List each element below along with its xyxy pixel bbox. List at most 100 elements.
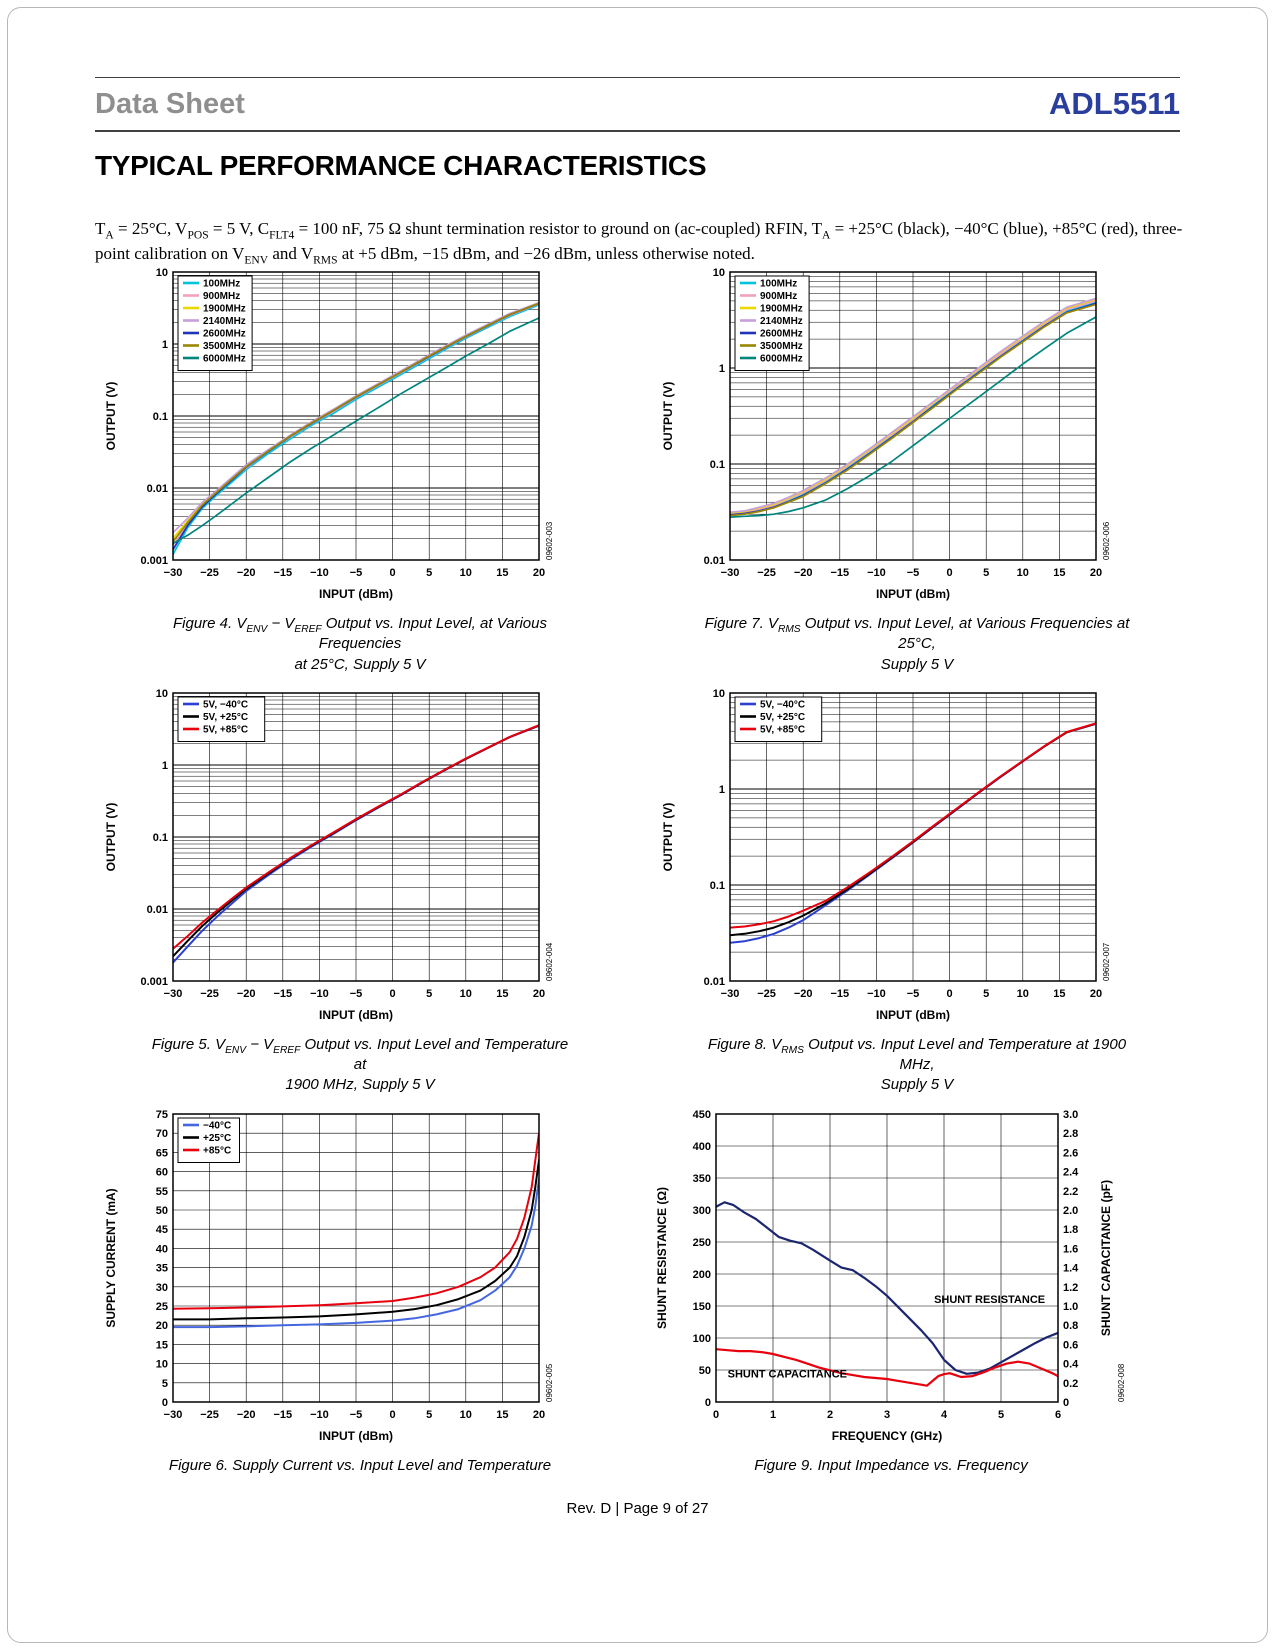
svg-text:−40°C: −40°C xyxy=(203,1120,231,1131)
svg-text:45: 45 xyxy=(156,1224,168,1236)
svg-text:400: 400 xyxy=(693,1141,711,1153)
svg-text:5V, −40°C: 5V, −40°C xyxy=(203,699,248,710)
svg-text:6000MHz: 6000MHz xyxy=(203,354,246,365)
svg-text:0: 0 xyxy=(1063,1397,1069,1409)
svg-text:−30: −30 xyxy=(721,567,740,579)
svg-text:10: 10 xyxy=(713,267,725,279)
svg-text:−20: −20 xyxy=(237,1409,256,1421)
svg-text:5: 5 xyxy=(983,988,989,1000)
figure-9-plot: 0 1 2 3 4 5 605010015020025030035040045000.20.… xyxy=(655,1109,1126,1443)
svg-text:10: 10 xyxy=(460,988,472,1000)
svg-text:450: 450 xyxy=(693,1109,711,1121)
svg-text:10: 10 xyxy=(156,688,168,700)
figure-8-block: 5V, −40°C 5V, +25°C 5V, +85°C −30 −25 −20 −15 −… xyxy=(652,683,1197,1096)
svg-text:−10: −10 xyxy=(310,988,329,1000)
svg-text:200: 200 xyxy=(693,1269,711,1281)
svg-text:20: 20 xyxy=(533,988,545,1000)
svg-text:09602-008: 09602-008 xyxy=(1117,1363,1126,1402)
svg-text:−15: −15 xyxy=(273,1409,292,1421)
svg-text:2.0: 2.0 xyxy=(1063,1205,1078,1217)
svg-text:SUPPLY CURRENT (mA): SUPPLY CURRENT (mA) xyxy=(104,1188,118,1327)
page-header: Data Sheet ADL5511 xyxy=(95,77,1180,132)
svg-text:5V, +85°C: 5V, +85°C xyxy=(203,724,248,735)
svg-text:−5: −5 xyxy=(350,567,363,579)
svg-text:900MHz: 900MHz xyxy=(203,291,240,302)
svg-text:1900MHz: 1900MHz xyxy=(203,304,246,315)
svg-text:150: 150 xyxy=(693,1301,711,1313)
svg-text:−25: −25 xyxy=(200,567,219,579)
svg-text:−5: −5 xyxy=(350,988,363,1000)
svg-text:20: 20 xyxy=(533,567,545,579)
svg-text:OUTPUT (V): OUTPUT (V) xyxy=(661,382,675,451)
svg-text:1: 1 xyxy=(770,1409,776,1421)
svg-text:0: 0 xyxy=(390,1409,396,1421)
svg-text:+85°C: +85°C xyxy=(203,1145,231,1156)
svg-text:0.4: 0.4 xyxy=(1063,1358,1079,1370)
svg-text:2.8: 2.8 xyxy=(1063,1128,1078,1140)
svg-text:2600MHz: 2600MHz xyxy=(760,329,803,340)
figure-5-block: 5V, −40°C 5V, +25°C 5V, +85°C −30 −25 −20 −15 −… xyxy=(95,683,640,1096)
svg-text:5: 5 xyxy=(162,1377,168,1389)
svg-text:1.2: 1.2 xyxy=(1063,1281,1078,1293)
svg-text:0.2: 0.2 xyxy=(1063,1377,1078,1389)
svg-text:2140MHz: 2140MHz xyxy=(760,316,803,327)
svg-text:10: 10 xyxy=(1017,567,1029,579)
svg-text:15: 15 xyxy=(1053,567,1065,579)
svg-text:−20: −20 xyxy=(237,988,256,1000)
svg-text:20: 20 xyxy=(1090,988,1102,1000)
svg-text:1: 1 xyxy=(162,339,168,351)
svg-text:INPUT (dBm): INPUT (dBm) xyxy=(319,1008,393,1022)
svg-text:09602-006: 09602-006 xyxy=(1102,521,1111,560)
svg-text:10: 10 xyxy=(156,1358,168,1370)
svg-text:70: 70 xyxy=(156,1128,168,1140)
svg-text:0: 0 xyxy=(705,1397,711,1409)
svg-text:−10: −10 xyxy=(867,988,886,1000)
svg-text:−15: −15 xyxy=(830,988,849,1000)
svg-text:350: 350 xyxy=(693,1173,711,1185)
svg-text:20: 20 xyxy=(1090,567,1102,579)
svg-text:FREQUENCY (GHz): FREQUENCY (GHz) xyxy=(832,1429,942,1443)
svg-text:SHUNT CAPACITANCE: SHUNT CAPACITANCE xyxy=(728,1368,847,1380)
svg-text:15: 15 xyxy=(496,1409,508,1421)
svg-text:75: 75 xyxy=(156,1109,168,1121)
svg-text:−20: −20 xyxy=(237,567,256,579)
svg-text:0.001: 0.001 xyxy=(140,555,168,567)
svg-text:INPUT (dBm): INPUT (dBm) xyxy=(319,587,393,601)
svg-text:−10: −10 xyxy=(310,567,329,579)
svg-text:5: 5 xyxy=(426,1409,432,1421)
svg-text:0: 0 xyxy=(390,988,396,1000)
figure-8-plot: 5V, −40°C 5V, +25°C5V, +85°C −30 −25 −20 −15 −… xyxy=(661,688,1111,1022)
page-footer: Rev. D | Page 9 of 27 xyxy=(566,1500,709,1517)
svg-text:0.1: 0.1 xyxy=(710,880,725,892)
figure-5-plot: 5V, −40°C 5V, +25°C5V, +85°C −30 −25 −20 −15 −… xyxy=(104,688,554,1022)
svg-text:2: 2 xyxy=(827,1409,833,1421)
svg-text:0: 0 xyxy=(947,988,953,1000)
svg-text:3: 3 xyxy=(884,1409,890,1421)
document-type-label: Data Sheet xyxy=(95,87,245,120)
svg-text:−15: −15 xyxy=(830,567,849,579)
svg-text:OUTPUT (V): OUTPUT (V) xyxy=(104,802,118,871)
svg-text:15: 15 xyxy=(496,988,508,1000)
charts-grid: 100MHz 900MHz 1900MHz 2140MHz 2600MHz 3500MHz… xyxy=(95,262,1197,1484)
svg-text:5: 5 xyxy=(998,1409,1004,1421)
svg-text:0.8: 0.8 xyxy=(1063,1320,1078,1332)
svg-text:−10: −10 xyxy=(310,1409,329,1421)
part-number: ADL5511 xyxy=(1049,86,1180,121)
figure-7-block: 100MHz 900MHz 1900MHz 2140MHz 2600MHz 3500MHz… xyxy=(652,262,1197,675)
svg-text:4: 4 xyxy=(941,1409,948,1421)
svg-text:−20: −20 xyxy=(794,567,813,579)
svg-text:60: 60 xyxy=(156,1166,168,1178)
svg-text:2.2: 2.2 xyxy=(1063,1185,1078,1197)
svg-text:SHUNT RESISTANCE: SHUNT RESISTANCE xyxy=(934,1293,1045,1305)
svg-text:2140MHz: 2140MHz xyxy=(203,316,246,327)
svg-text:0.1: 0.1 xyxy=(710,459,725,471)
svg-text:OUTPUT (V): OUTPUT (V) xyxy=(104,382,118,451)
svg-text:5V, +85°C: 5V, +85°C xyxy=(760,724,805,735)
figure-7-caption: Figure 7. VRMS Output vs. Input Level, a… xyxy=(704,615,1130,673)
svg-text:30: 30 xyxy=(156,1281,168,1293)
svg-text:−30: −30 xyxy=(164,988,183,1000)
svg-text:SHUNT RESISTANCE (Ω): SHUNT RESISTANCE (Ω) xyxy=(655,1186,669,1328)
svg-text:10: 10 xyxy=(1017,988,1029,1000)
svg-text:0.1: 0.1 xyxy=(153,411,168,423)
